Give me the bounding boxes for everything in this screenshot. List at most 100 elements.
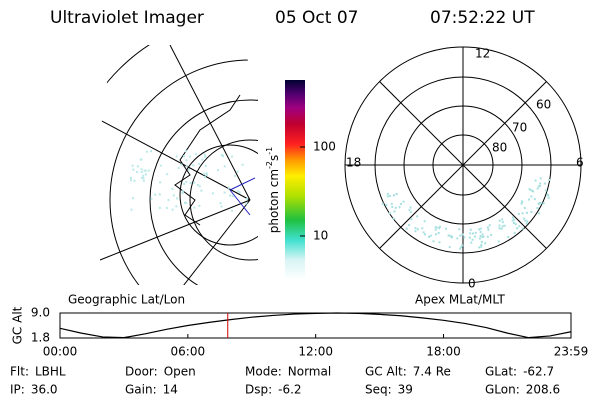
- speckle: [471, 232, 474, 235]
- speckle: [203, 173, 206, 176]
- speckle: [185, 180, 188, 183]
- speckle: [416, 215, 419, 218]
- speckle: [434, 228, 437, 231]
- speckle: [501, 225, 504, 228]
- speckle: [230, 155, 233, 158]
- speckle: [167, 199, 170, 202]
- speckle: [532, 190, 535, 193]
- info-label: GLat:: [485, 365, 517, 379]
- speckle: [185, 159, 188, 162]
- speckle: [546, 193, 549, 196]
- speckle: [456, 237, 459, 240]
- speckle: [511, 219, 514, 222]
- speckle: [537, 202, 540, 205]
- speckle: [507, 235, 510, 238]
- speckle: [497, 240, 500, 243]
- speckle: [474, 231, 477, 234]
- speckle: [448, 234, 451, 237]
- info-label: IP:: [10, 383, 25, 397]
- speckle: [402, 200, 405, 203]
- speckle: [236, 170, 239, 173]
- speckle: [480, 243, 483, 246]
- speckle: [536, 207, 539, 210]
- speckle: [533, 198, 536, 201]
- y-axis-label: GC Alt: [11, 306, 25, 344]
- speckle: [203, 153, 206, 156]
- speckle: [459, 247, 462, 250]
- polar-grid: [344, 46, 582, 284]
- speckle: [171, 187, 174, 190]
- speckle: [398, 206, 401, 209]
- speckle: [192, 164, 195, 167]
- speckle: [458, 228, 461, 231]
- x-tick-label: 18:00: [426, 345, 461, 359]
- speckle: [204, 164, 207, 167]
- speckle: [523, 217, 526, 220]
- speckle: [150, 150, 153, 153]
- speckle: [181, 190, 184, 193]
- speckle: [198, 162, 201, 165]
- speckle: [194, 153, 197, 156]
- speckle: [147, 169, 150, 172]
- x-tick-label: 06:00: [171, 345, 206, 359]
- speckle: [481, 233, 484, 236]
- speckle: [523, 207, 526, 210]
- speckle: [386, 195, 389, 198]
- speckle: [394, 206, 397, 209]
- speckle: [175, 205, 178, 208]
- right-panel-label: Apex MLat/MLT: [415, 293, 505, 307]
- speckle: [140, 171, 143, 174]
- speckle: [158, 193, 161, 196]
- speckle: [395, 192, 398, 195]
- speckle: [471, 238, 474, 241]
- speckle: [423, 220, 426, 223]
- lat-label: 70: [512, 121, 527, 135]
- speckle: [469, 228, 472, 231]
- speckle: [459, 234, 462, 237]
- colorbar-label: photon cm-2s-1: [265, 147, 281, 234]
- info-value: 14: [163, 383, 178, 397]
- speckle: [480, 245, 483, 248]
- speckle: [172, 194, 175, 197]
- speckle: [534, 179, 537, 182]
- speckle: [409, 211, 412, 214]
- speckle: [501, 218, 504, 221]
- speckle: [381, 202, 384, 205]
- speckle: [187, 168, 190, 171]
- speckle: [185, 150, 188, 153]
- speckle: [165, 206, 168, 209]
- y-tick-label: 1.8: [31, 331, 50, 345]
- info-value: -6.2: [278, 383, 301, 397]
- speckle: [143, 169, 146, 172]
- speckle: [400, 203, 403, 206]
- speckle: [486, 235, 489, 238]
- speckle: [231, 195, 234, 198]
- speckle: [198, 204, 201, 207]
- info-value: 208.6: [526, 383, 560, 397]
- speckle: [188, 155, 191, 158]
- geographic-grid: [98, 45, 258, 285]
- speckle: [478, 237, 481, 240]
- speckle: [479, 235, 482, 238]
- speckle: [201, 158, 204, 161]
- speckle: [468, 236, 471, 239]
- speckle: [393, 210, 396, 213]
- speckle: [198, 185, 201, 188]
- speckle: [537, 185, 540, 188]
- speckle: [193, 181, 196, 184]
- speckle: [136, 171, 139, 174]
- speckle: [461, 233, 464, 236]
- speckle: [521, 227, 524, 230]
- speckle: [132, 197, 135, 200]
- speckle: [511, 216, 514, 219]
- lat-label: 60: [536, 98, 551, 112]
- speckle: [140, 176, 143, 179]
- speckle: [405, 227, 408, 230]
- speckle: [136, 165, 139, 168]
- speckle: [486, 226, 489, 229]
- speckle: [469, 232, 472, 235]
- speckle: [529, 188, 532, 191]
- info-label: GC Alt:: [365, 365, 407, 379]
- speckle: [524, 219, 527, 222]
- speckle: [538, 184, 541, 187]
